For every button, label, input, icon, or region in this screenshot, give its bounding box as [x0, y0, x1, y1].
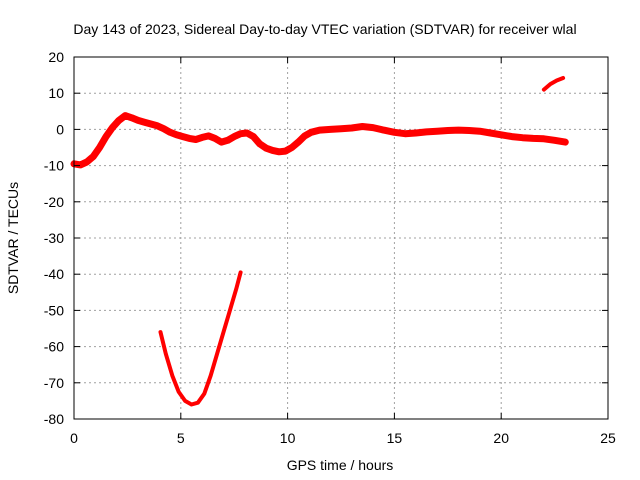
series-dip [158, 270, 243, 407]
x-tick-label: 10 [280, 430, 296, 446]
x-tick-label: 5 [177, 430, 185, 446]
series-tail [541, 76, 566, 92]
y-tick-label: -10 [44, 158, 64, 174]
x-axis-label: GPS time / hours [287, 457, 394, 473]
series-main [70, 112, 569, 169]
x-tick-label: 0 [70, 430, 78, 446]
y-tick-label: -70 [44, 375, 64, 391]
x-tick-label: 15 [387, 430, 403, 446]
y-tick-label: -20 [44, 194, 64, 210]
data-series [70, 76, 569, 407]
y-tick-label: -40 [44, 266, 64, 282]
y-tick-label: 0 [56, 121, 64, 137]
x-tick-label: 20 [493, 430, 509, 446]
y-tick-label: -50 [44, 302, 64, 318]
y-tick-label: -80 [44, 411, 64, 427]
axis-ticks: 0 5 10 15 20 25 -80 -70 -60 -50 -40 -30 -20 -10 0 10 20 [44, 49, 616, 446]
chart-title: Day 143 of 2023, Sidereal Day-to-day VTE… [73, 21, 576, 37]
y-tick-label: -30 [44, 230, 64, 246]
y-tick-label: 20 [48, 49, 64, 65]
grid [74, 57, 608, 419]
y-tick-label: 10 [48, 85, 64, 101]
y-tick-label: -60 [44, 339, 64, 355]
y-axis-label: SDTVAR / TECUs [5, 182, 21, 294]
x-tick-label: 25 [600, 430, 616, 446]
